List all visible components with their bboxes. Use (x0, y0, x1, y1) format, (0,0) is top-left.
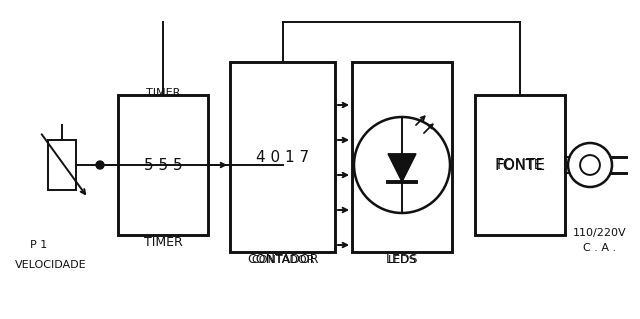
Text: VELOCIDADE: VELOCIDADE (15, 260, 86, 270)
Polygon shape (388, 154, 416, 182)
Text: LEDS: LEDS (388, 255, 417, 265)
Bar (230, 62, 335, 252)
Text: TIMER: TIMER (146, 88, 180, 98)
Bar (48, 140, 76, 190)
Text: FONTE: FONTE (495, 158, 545, 173)
Text: CONTADOR: CONTADOR (252, 255, 315, 265)
Text: 4 0 1 7: 4 0 1 7 (256, 150, 309, 165)
Bar (118, 95, 208, 235)
Circle shape (96, 161, 104, 169)
Text: LEDS: LEDS (386, 253, 419, 266)
Text: P 1: P 1 (30, 240, 47, 250)
Text: 110/220V: 110/220V (573, 228, 627, 238)
Text: FONTE: FONTE (497, 158, 543, 172)
Bar (352, 62, 452, 252)
Text: CONTADOR: CONTADOR (247, 253, 319, 266)
Bar (475, 95, 565, 235)
Text: TIMER: TIMER (143, 236, 182, 249)
Text: 5 5 5: 5 5 5 (144, 158, 182, 173)
Text: C . A .: C . A . (584, 243, 616, 253)
